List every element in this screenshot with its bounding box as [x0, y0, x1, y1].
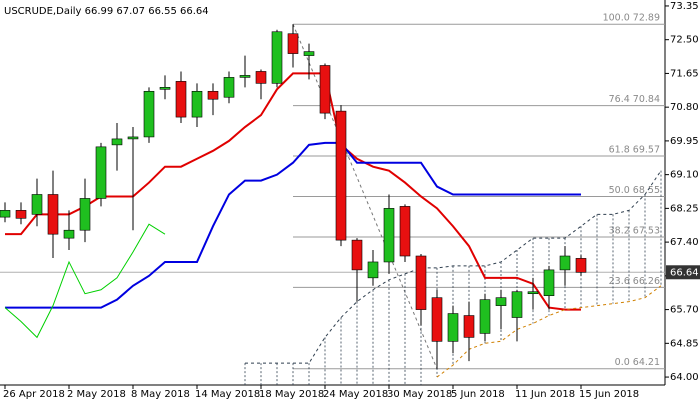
candle-body	[575, 258, 587, 273]
candle-body	[511, 291, 523, 318]
candle-body	[15, 210, 27, 219]
candle-body	[351, 239, 363, 271]
fib-label: 100.0 72.89	[603, 13, 660, 24]
fib-label: 61.8 69.57	[609, 144, 660, 155]
candle-body	[431, 297, 443, 342]
price-box-label: 66.64	[670, 267, 699, 278]
candle-body	[0, 210, 11, 218]
candle-body	[527, 291, 539, 295]
x-tick-label: 30 May 2018	[387, 389, 452, 400]
candle-body	[559, 255, 571, 271]
candle-body	[383, 208, 395, 263]
candle-body	[463, 315, 475, 338]
fib-label: 0.0 64.21	[615, 357, 660, 368]
x-tick-label: 8 May 2018	[131, 389, 190, 400]
candle-body	[447, 313, 459, 342]
indicator-line	[4, 223, 166, 339]
y-tick-label: 73.35	[670, 1, 699, 12]
y-tick-label: 68.25	[670, 203, 699, 214]
x-tick-label: 5 Jun 2018	[451, 389, 505, 400]
candle-body	[239, 75, 251, 78]
candle-body	[111, 138, 123, 146]
y-tick-label: 69.95	[670, 136, 699, 147]
candle-body	[31, 194, 43, 215]
y-tick-label: 69.10	[670, 170, 699, 181]
x-tick-label: 15 Jun 2018	[579, 389, 639, 400]
candle-body	[399, 206, 411, 257]
candle-body	[287, 33, 299, 54]
candle-body	[303, 51, 315, 56]
x-tick-label: 24 May 2018	[323, 389, 388, 400]
candle-body	[367, 261, 379, 279]
candle-body	[255, 71, 267, 84]
candle-body	[319, 65, 331, 114]
y-tick-label: 72.50	[670, 35, 699, 46]
price-box	[666, 265, 700, 280]
candle-body	[271, 31, 283, 84]
candle-body	[95, 146, 107, 199]
candle-body	[127, 136, 139, 140]
candle-body	[495, 297, 507, 306]
candle-body	[143, 90, 155, 138]
chart-title: USCRUDE,Daily 66.99 67.07 66.55 66.64	[4, 6, 209, 17]
candle-body	[191, 90, 203, 118]
fib-label: 23.6 66.26	[609, 276, 660, 287]
candle-body	[159, 87, 171, 90]
candle-body	[63, 229, 75, 239]
candle-body	[207, 90, 219, 100]
candle-body	[479, 299, 491, 334]
indicator-line	[5, 141, 581, 309]
x-tick-label: 2 May 2018	[67, 389, 126, 400]
indicator-line	[245, 170, 662, 364]
y-tick-label: 65.70	[670, 305, 699, 316]
y-tick-label: 67.40	[670, 237, 699, 248]
fib-label: 38.2 67.53	[609, 225, 660, 236]
candle-body	[543, 269, 555, 296]
fib-trendline	[292, 24, 438, 369]
candle-body	[223, 77, 235, 98]
candle-body	[79, 198, 91, 231]
candle-body	[47, 194, 59, 235]
candle-body	[415, 255, 427, 310]
x-tick-label: 11 Jun 2018	[515, 389, 575, 400]
y-tick-label: 64.85	[670, 338, 699, 349]
y-tick-label: 71.65	[670, 68, 699, 79]
candle-body	[335, 110, 347, 241]
candle-body	[175, 81, 187, 118]
fib-label: 50.0 68.55	[609, 185, 660, 196]
y-tick-label: 64.00	[670, 372, 699, 383]
y-tick-label: 70.80	[670, 102, 699, 113]
x-tick-label: 14 May 2018	[195, 389, 260, 400]
x-tick-label: 26 Apr 2018	[3, 389, 65, 400]
indicator-line	[436, 285, 662, 378]
x-tick-label: 18 May 2018	[259, 389, 324, 400]
fib-label: 76.4 70.84	[609, 94, 660, 105]
